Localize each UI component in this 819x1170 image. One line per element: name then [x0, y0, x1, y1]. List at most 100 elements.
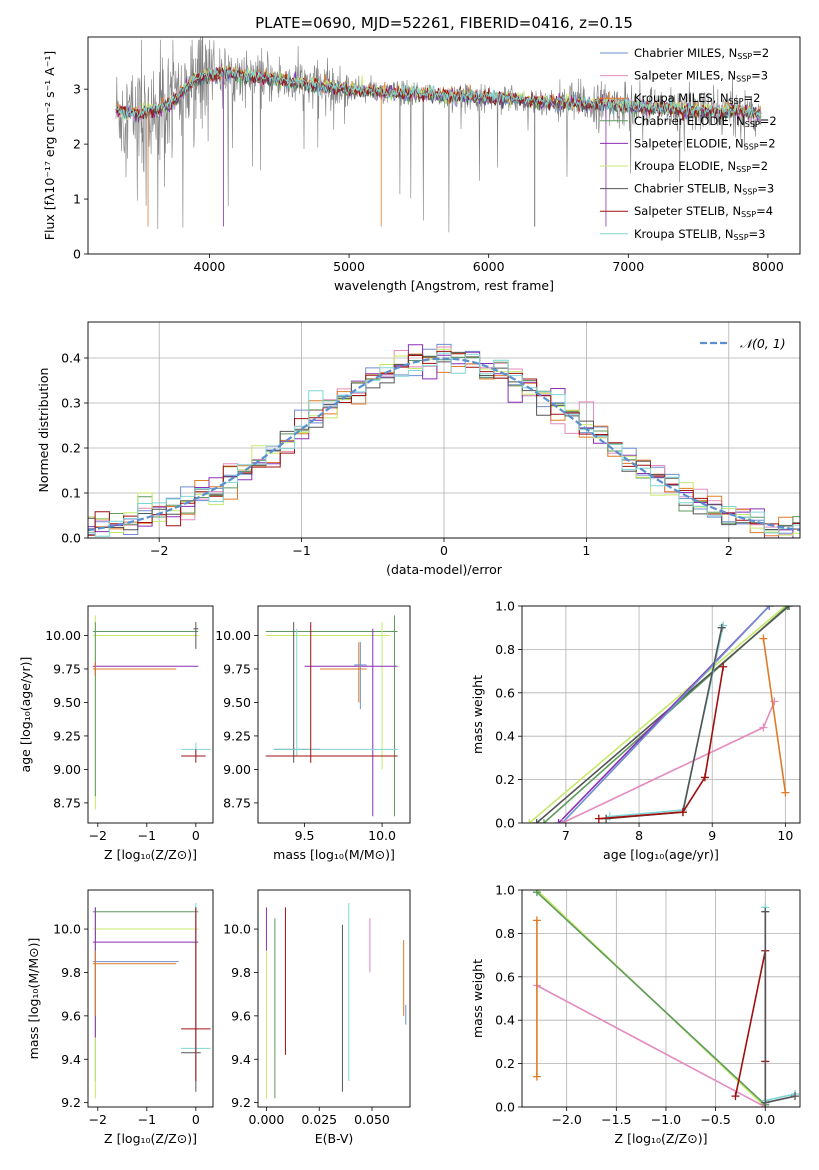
legend-suffix: =2 — [744, 91, 761, 105]
x-tick-label: 0 — [192, 1112, 200, 1127]
x-axis-label: Z [log₁₀(Z/Z⊙)] — [104, 1131, 197, 1146]
weight-marker-salpeter_elodie — [554, 819, 563, 823]
weight-line-salpeter_stelib — [598, 666, 724, 820]
y-tick-label: 9.8 — [61, 965, 81, 980]
model-spectrum-salpeter_stelib — [115, 67, 762, 121]
y-tick-label: 9.6 — [231, 1008, 251, 1023]
x-tick-label: 8000 — [752, 259, 784, 274]
x-tick-label: 7 — [562, 828, 570, 843]
x-tick-label: 2 — [725, 543, 733, 558]
weight-marker-salpeter_stelib — [731, 1092, 740, 1101]
weight-marker-salpeter_stelib — [719, 662, 728, 671]
histogram-chabrier_elodie — [88, 355, 800, 531]
weight-line-salpeter_stelib — [734, 950, 767, 1097]
y-tick-label: 9.50 — [223, 695, 251, 710]
x-tick-label: 1 — [582, 543, 590, 558]
legend-label: Salpeter STELIB, N — [634, 204, 741, 218]
x-tick-label: 10.0 — [368, 828, 396, 843]
y-tick-label: 0.4 — [495, 729, 515, 744]
weight-marker-kroupa_miles — [532, 916, 541, 925]
weight-vs-age-chart: 7 8 9 10 0.0 0.2 0.4 0.6 0.8 1.0 age [log₁₀(age/yr… — [470, 599, 801, 862]
y-tick-label: 9.75 — [53, 661, 81, 676]
x-axis-label: mass [log₁₀(M/M⊙)] — [273, 847, 395, 862]
weight-marker-kroupa_miles — [532, 1072, 541, 1081]
legend-sub: SSP — [729, 97, 744, 106]
weight-marker-kroupa_miles — [781, 788, 790, 797]
x-tick-label: 0 — [440, 543, 448, 558]
x-tick-label: 8 — [635, 828, 643, 843]
y-tick-label: 0.0 — [495, 1100, 515, 1115]
x-tick-label: 0.025 — [301, 1112, 337, 1127]
y-tick-label: 0.2 — [495, 1056, 515, 1071]
legend-label: Salpeter MILES, N — [634, 69, 736, 83]
weight-line-kroupa_stelib — [764, 907, 796, 1102]
weight-marker-kroupa_miles — [759, 634, 768, 643]
mass-vs-z-chart: −2 −1 0 9.2 9.4 9.6 9.8 10.0 Z [log₁₀(Z/Z⊙)] mass… — [26, 889, 214, 1146]
legend-sub: SSP — [736, 75, 751, 84]
x-tick-label: 0.050 — [354, 1112, 390, 1127]
y-tick-label: 0.8 — [495, 642, 515, 657]
x-axis-label: Z [log₁₀(Z/Z⊙)] — [104, 847, 197, 862]
weight-line-chabrier_stelib — [606, 627, 723, 820]
legend-text: Kroupa MILES, NSSP=2 — [634, 91, 760, 106]
y-tick-label: 1 — [73, 192, 81, 207]
normal-curve — [88, 357, 800, 532]
weight-line-chabrier_stelib — [764, 911, 796, 1104]
legend-sub: SSP — [741, 210, 756, 219]
plot-area — [265, 903, 407, 1099]
spectrum-chart: 4000 5000 6000 7000 8000 0 1 2 3 wavelength [Angs… — [42, 14, 801, 293]
y-tick-label: 9.00 — [53, 762, 81, 777]
legend-text: Chabrier MILES, NSSP=2 — [634, 46, 769, 61]
y-tick-label: 2 — [73, 137, 81, 152]
axes-frame — [521, 889, 801, 1108]
y-tick-label: 10.0 — [53, 922, 81, 937]
y-tick-label: 0.4 — [495, 1013, 515, 1028]
y-axis-label: Flux [fλ10⁻¹⁷ erg cm⁻² s⁻¹ A⁻¹] — [42, 51, 57, 240]
x-axis-label: age [log₁₀(age/yr)] — [603, 847, 719, 862]
plot-area — [265, 615, 398, 817]
y-tick-label: 10.00 — [45, 628, 81, 643]
x-tick-label: −0.5 — [700, 1112, 730, 1127]
y-axis-label: mass weight — [470, 959, 485, 1038]
x-tick-label: 6000 — [473, 259, 505, 274]
y-tick-label: 8.75 — [223, 795, 251, 810]
weight-marker-chabrier_elodie — [783, 606, 792, 610]
y-tick-label: 9.6 — [61, 1008, 81, 1023]
weight-marker-chabrier_stelib — [761, 907, 770, 916]
histogram-salpeter_miles — [88, 346, 800, 536]
legend-text: Salpeter STELIB, NSSP=4 — [634, 204, 773, 219]
weight-line-chabrier_miles — [561, 606, 770, 823]
legend-text: Kroupa ELODIE, NSSP=2 — [634, 159, 768, 174]
plot-area — [92, 615, 211, 810]
x-tick-label: −2 — [89, 828, 107, 843]
x-tick-label: −1 — [138, 828, 156, 843]
x-tick-label: 0.0 — [755, 1112, 775, 1127]
y-tick-label: 9.4 — [231, 1052, 251, 1067]
weight-line-chabrier_elodie — [536, 891, 766, 1106]
x-tick-label: 9 — [708, 828, 716, 843]
axes-frame — [87, 889, 214, 1108]
histogram-kroupa_stelib — [88, 352, 800, 537]
y-tick-label: 9.8 — [231, 965, 251, 980]
legend-suffix: =2 — [752, 46, 769, 60]
residuals-chart: −2 −1 0 1 2 0.0 0.1 0.2 0.3 0.4 (data-model)/error… — [36, 321, 801, 577]
y-tick-label: 9.75 — [223, 661, 251, 676]
weight-marker-chabrier_stelib — [532, 819, 541, 823]
plot-area — [532, 890, 800, 1107]
weight-line-kroupa_stelib — [609, 625, 724, 818]
weight-marker-chabrier_elodie — [532, 890, 541, 897]
age-vs-mass-chart: 9.5 10.0 8.75 9.00 9.25 9.50 9.75 10.00 mass [lo… — [215, 605, 411, 862]
legend-sub: SSP — [736, 165, 751, 174]
x-tick-label: 10 — [777, 828, 793, 843]
x-axis-label: (data-model)/error — [386, 562, 503, 577]
y-tick-label: 0.0 — [61, 531, 81, 546]
x-tick-label: 9.5 — [295, 828, 315, 843]
weight-vs-z-chart: −2.0 −1.5 −1.0 −0.5 0.0 0.0 0.2 0.4 0.6 0.8 1.0 Z [… — [470, 883, 801, 1146]
y-tick-label: 10.00 — [215, 628, 251, 643]
y-tick-label: 10.0 — [223, 922, 251, 937]
chart-title: PLATE=0690, MJD=52261, FIBERID=0416, z=0… — [255, 14, 633, 32]
y-tick-label: 9.2 — [231, 1095, 251, 1110]
y-tick-label: 0.8 — [495, 926, 515, 941]
y-tick-label: 0.4 — [61, 351, 81, 366]
